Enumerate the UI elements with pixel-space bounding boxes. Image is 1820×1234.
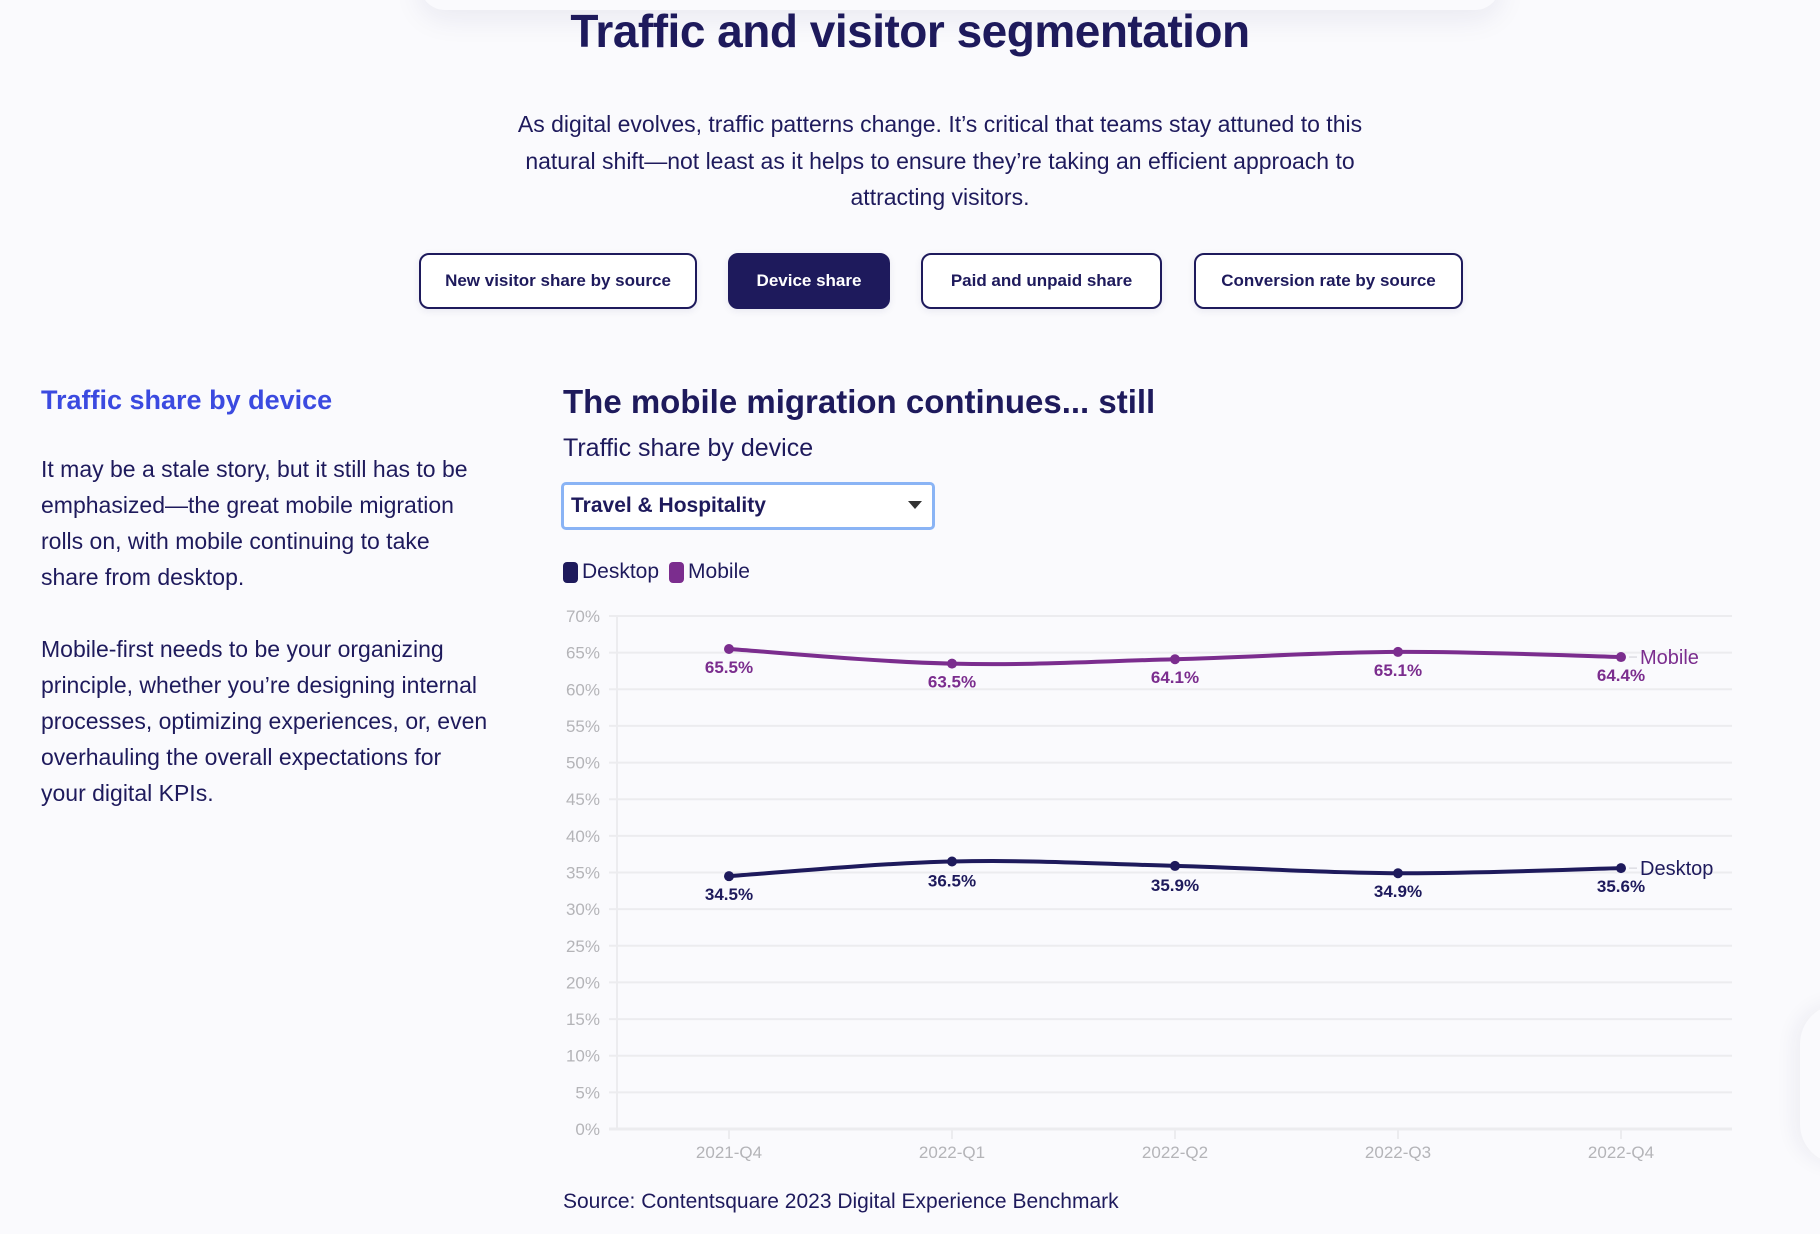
y-tick-label: 50%: [566, 754, 600, 773]
mobile-data-label: 65.5%: [705, 658, 753, 677]
desktop-data-label: 34.9%: [1374, 882, 1422, 901]
legend-item-desktop[interactable]: Desktop: [563, 560, 659, 584]
desktop-series-label: Desktop: [1640, 858, 1713, 880]
mobile-point: [1393, 646, 1403, 657]
tab-bar: New visitor share by source Device share…: [0, 253, 1820, 309]
desktop-point: [1616, 863, 1626, 874]
mobile-point: [1616, 652, 1626, 663]
sidebar-paragraph: Mobile-first needs to be your organizing…: [41, 636, 488, 806]
legend-label-mobile: Mobile: [688, 560, 750, 583]
intro-text: As digital evolves, traffic patterns cha…: [517, 111, 1363, 210]
floating-widget-shadow: [1800, 1004, 1820, 1164]
tab-paid-unpaid-share[interactable]: Paid and unpaid share: [921, 253, 1162, 309]
desktop-point: [1393, 868, 1403, 879]
sidebar-heading: Traffic share by device: [41, 385, 333, 415]
y-tick-label: 0%: [575, 1120, 600, 1139]
y-tick-label: 20%: [566, 973, 600, 992]
legend-swatch-desktop: [563, 561, 578, 583]
y-tick-label: 55%: [566, 717, 600, 736]
legend-label-desktop: Desktop: [582, 560, 660, 583]
desktop-point: [947, 856, 957, 867]
desktop-data-label: 35.6%: [1597, 877, 1645, 896]
mobile-series-label: Mobile: [1640, 647, 1699, 669]
y-tick-label: 15%: [566, 1010, 600, 1029]
y-tick-label: 25%: [566, 937, 600, 956]
source-note: Source: Contentsquare 2023 Digital Exper…: [563, 1190, 1119, 1213]
mobile-data-label: 64.1%: [1151, 668, 1199, 687]
desktop-data-label: 36.5%: [928, 872, 976, 891]
page-title: Traffic and visitor segmentation: [570, 5, 1250, 57]
mobile-data-label: 64.4%: [1597, 666, 1645, 685]
mobile-point: [724, 643, 734, 654]
y-tick-label: 45%: [566, 790, 600, 809]
tab-device-share[interactable]: Device share: [728, 253, 890, 309]
mobile-data-label: 63.5%: [928, 673, 976, 692]
tab-conversion-rate[interactable]: Conversion rate by source: [1194, 253, 1463, 309]
y-tick-label: 40%: [566, 827, 600, 846]
industry-select-value: Travel & Hospitality: [571, 494, 766, 517]
industry-select[interactable]: Travel & Hospitality: [561, 482, 935, 530]
desktop-data-label: 35.9%: [1151, 876, 1199, 895]
chart-legend: Desktop Mobile: [563, 560, 760, 584]
grid-layer: [609, 615, 1732, 1131]
header-card-shadow: [420, 0, 1500, 10]
chart-title: The mobile migration continues... still: [563, 383, 1156, 420]
y-tick-label: 60%: [566, 680, 600, 699]
label-layer: 34.5% 36.5% 35.9% 34.9% 35.6%Desktop 65.5% 63.…: [705, 647, 1713, 904]
y-tick-label: 10%: [566, 1047, 600, 1066]
x-tick-label: 2022-Q2: [1142, 1143, 1208, 1162]
x-tick-label: 2022-Q3: [1365, 1143, 1431, 1162]
chevron-down-icon: [908, 501, 922, 509]
y-tick-label: 70%: [566, 607, 600, 626]
x-tick-label: 2021-Q4: [696, 1143, 762, 1162]
y-tick-label: 30%: [566, 900, 600, 919]
series-layer: [724, 643, 1626, 882]
desktop-point: [1170, 860, 1180, 871]
chart-subtitle: Traffic share by device: [563, 434, 814, 462]
axis-layer: 0% 5% 10% 15% 20% 25% 30% 35% 40% 45% 50% 55% 60% 65%…: [566, 607, 1654, 1162]
y-tick-label: 65%: [566, 644, 600, 663]
mobile-point: [947, 658, 957, 669]
legend-item-mobile[interactable]: Mobile: [669, 560, 750, 584]
desktop-data-label: 34.5%: [705, 885, 753, 904]
x-tick-label: 2022-Q1: [919, 1143, 985, 1162]
desktop-point: [724, 871, 734, 882]
mobile-data-label: 65.1%: [1374, 661, 1422, 680]
y-tick-label: 5%: [575, 1083, 600, 1102]
mobile-point: [1170, 654, 1180, 665]
y-tick-label: 35%: [566, 864, 600, 883]
tab-new-visitor-share[interactable]: New visitor share by source: [419, 253, 697, 309]
sidebar-paragraph: It may be a stale story, but it still ha…: [41, 456, 468, 590]
legend-swatch-mobile: [669, 561, 685, 583]
x-tick-label: 2022-Q4: [1588, 1143, 1654, 1162]
